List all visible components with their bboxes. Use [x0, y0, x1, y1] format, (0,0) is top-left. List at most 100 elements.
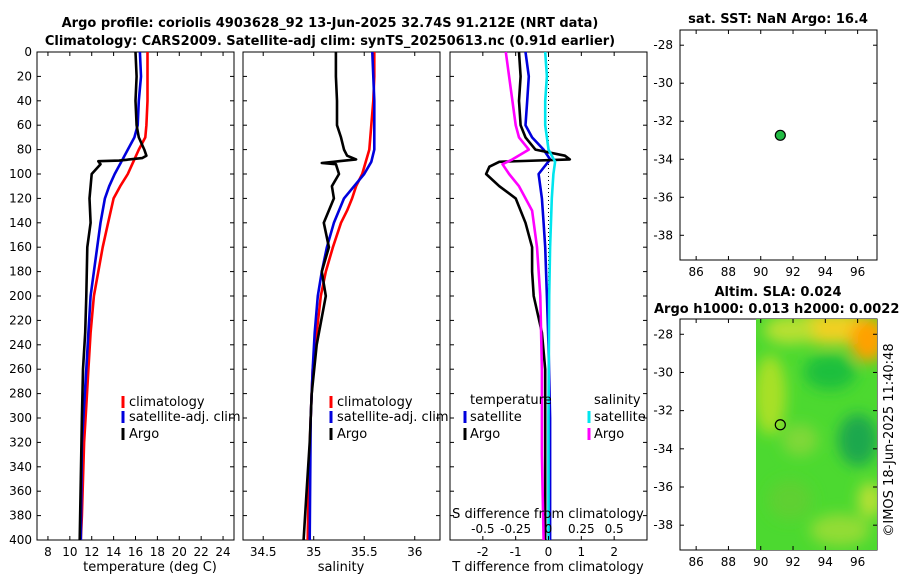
lat-tick-label: -32: [653, 114, 673, 128]
sla-heatmap-blobs: [756, 319, 877, 546]
lat-tick-label: -36: [653, 190, 673, 204]
salinity-curves: [302, 51, 376, 541]
sla-blob: [804, 354, 856, 390]
depth-tick-label: 340: [9, 460, 32, 474]
sst-map-frame: [679, 29, 878, 261]
depth-tick-label: 300: [9, 411, 32, 425]
figure-title-line2: Climatology: CARS2009. Satellite-adj cli…: [45, 34, 615, 49]
depth-tick-label: 80: [17, 143, 32, 157]
legend-t-satellite-label: satellite: [470, 410, 522, 425]
legend-s-satellite-label: satellite: [594, 410, 646, 425]
depth-tick-label: 180: [9, 265, 32, 279]
legend-s-argo-label: Argo: [594, 427, 624, 442]
sla-blob: [838, 414, 877, 466]
difference-xlabel: T difference from climatology: [451, 560, 644, 575]
sla-blob: [810, 514, 870, 546]
salinity-panel: 34.5 35 35.5 36 salinity climatology satell…: [242, 51, 449, 575]
depth-tick-label: 20: [17, 69, 32, 83]
x-tick-label: 34.5: [250, 545, 277, 559]
argo-position-marker: [774, 129, 786, 141]
x-tick-label: 24: [215, 545, 230, 559]
depth-tick-label: 220: [9, 313, 32, 327]
x-tick-label: 18: [150, 545, 165, 559]
x-tick-label-secondary: -0.5: [471, 522, 494, 536]
x-tick-label-secondary: 0.25: [568, 522, 595, 536]
depth-tick-label: 60: [17, 118, 32, 132]
x-tick-label: 10: [62, 545, 77, 559]
legend-argo-label: Argo: [337, 427, 367, 442]
lon-tick-label: 88: [721, 265, 736, 279]
lon-tick-label: 96: [850, 265, 865, 279]
series-line-argo: [302, 52, 358, 541]
legend-satellite-label: satellite-adj. clim: [129, 410, 241, 425]
depth-tick-label: 240: [9, 338, 32, 352]
depth-tick-label: 260: [9, 362, 32, 376]
x-tick-label-secondary: -0.25: [500, 522, 531, 536]
lat-tick-label: -34: [653, 442, 673, 456]
x-tick-label: 0: [545, 545, 553, 559]
figure-title-line1: Argo profile: coriolis 4903628_92 13-Jun…: [62, 16, 599, 31]
temperature-axes: 0 20 40 60 80 100 120 140 160 180 200 220 240 260 280 3…: [9, 45, 234, 559]
x-tick-label: 14: [106, 545, 121, 559]
x-tick-label: 16: [128, 545, 143, 559]
series-line-satellite-adj-clim: [308, 51, 376, 541]
x-tick-label: 1: [578, 545, 586, 559]
depth-tick-label: 40: [17, 94, 32, 108]
lat-tick-label: -34: [653, 152, 673, 166]
salinity-xlabel: salinity: [318, 560, 365, 575]
x-tick-label: -2: [477, 545, 489, 559]
salinity-legend: climatology satellite-adj. clim Argo: [329, 395, 449, 442]
lat-tick-label: -38: [653, 228, 673, 242]
depth-tick-label: 0: [24, 45, 32, 59]
x-tick-label: 22: [194, 545, 209, 559]
x-tick-label-secondary: 0: [545, 522, 553, 536]
sst-map-panel: sat. SST: NaN Argo: 16.4 86 88 90 92 94 96 -28…: [653, 12, 878, 279]
series-line-climatology: [79, 52, 149, 541]
sla-map-subtitle: Argo h1000: 0.013 h2000: 0.0022: [654, 302, 899, 317]
sla-blob: [768, 480, 812, 520]
series-line-t-argo: [484, 51, 572, 540]
difference-curves: [484, 51, 572, 541]
sla-map-title: Altim. SLA: 0.024: [715, 285, 842, 300]
lat-tick-label: -30: [653, 365, 673, 379]
sst-map-marks: 86 88 90 92 94 96 -28 -30 -32 -34 -36 -38: [653, 30, 877, 279]
legend-temperature-title: temperature: [470, 393, 552, 408]
lon-tick-label: 96: [850, 555, 865, 569]
lon-tick-label: 92: [785, 265, 800, 279]
legend-climatology-label: climatology: [129, 395, 205, 410]
lat-tick-label: -38: [653, 518, 673, 532]
depth-tick-label: 160: [9, 240, 32, 254]
lon-tick-label: 86: [689, 555, 704, 569]
salinity-axes: 34.5 35 35.5 36: [243, 51, 440, 559]
legend-argo-label: Argo: [129, 427, 159, 442]
argo-position-marker: [774, 419, 786, 431]
temperature-panel: 0 20 40 60 80 100 120 140 160 180 200 220 240 260 280 3…: [9, 45, 241, 575]
difference-legend: temperature satellite Argo salinity sate…: [463, 393, 646, 442]
series-line-s-satellite: [543, 51, 557, 540]
sla-blob: [850, 319, 877, 362]
legend-t-argo-label: Argo: [470, 427, 500, 442]
lon-tick-label: 86: [689, 265, 704, 279]
depth-tick-label: 320: [9, 435, 32, 449]
depth-tick-label: 400: [9, 533, 32, 547]
difference-axes: -2 -1 0 1 2 -0.5 -0.25 0 0.25 0.5: [450, 51, 647, 559]
x-tick-label: 35.5: [351, 545, 378, 559]
x-tick-label: 12: [84, 545, 99, 559]
lon-tick-label: 90: [753, 555, 768, 569]
lat-tick-label: -28: [653, 38, 673, 52]
x-tick-label: -1: [510, 545, 522, 559]
depth-tick-label: 100: [9, 167, 32, 181]
sla-blob: [756, 355, 786, 435]
difference-xlabel-top: S difference from climatology: [452, 507, 644, 522]
lon-tick-label: 94: [818, 555, 833, 569]
depth-tick-label: 120: [9, 191, 32, 205]
depth-tick-label: 140: [9, 216, 32, 230]
sla-map-panel: Altim. SLA: 0.024 Argo h1000: 0.013 h200…: [653, 285, 899, 569]
sla-blob: [858, 482, 877, 518]
sla-map-marks: 86 88 90 92 94 96 -28 -30 -32 -34 -36 -38: [653, 319, 877, 569]
depth-tick-label: 380: [9, 509, 32, 523]
x-tick-label: 35: [306, 545, 321, 559]
lat-tick-label: -32: [653, 404, 673, 418]
salinity-plot-frame: [242, 51, 441, 541]
